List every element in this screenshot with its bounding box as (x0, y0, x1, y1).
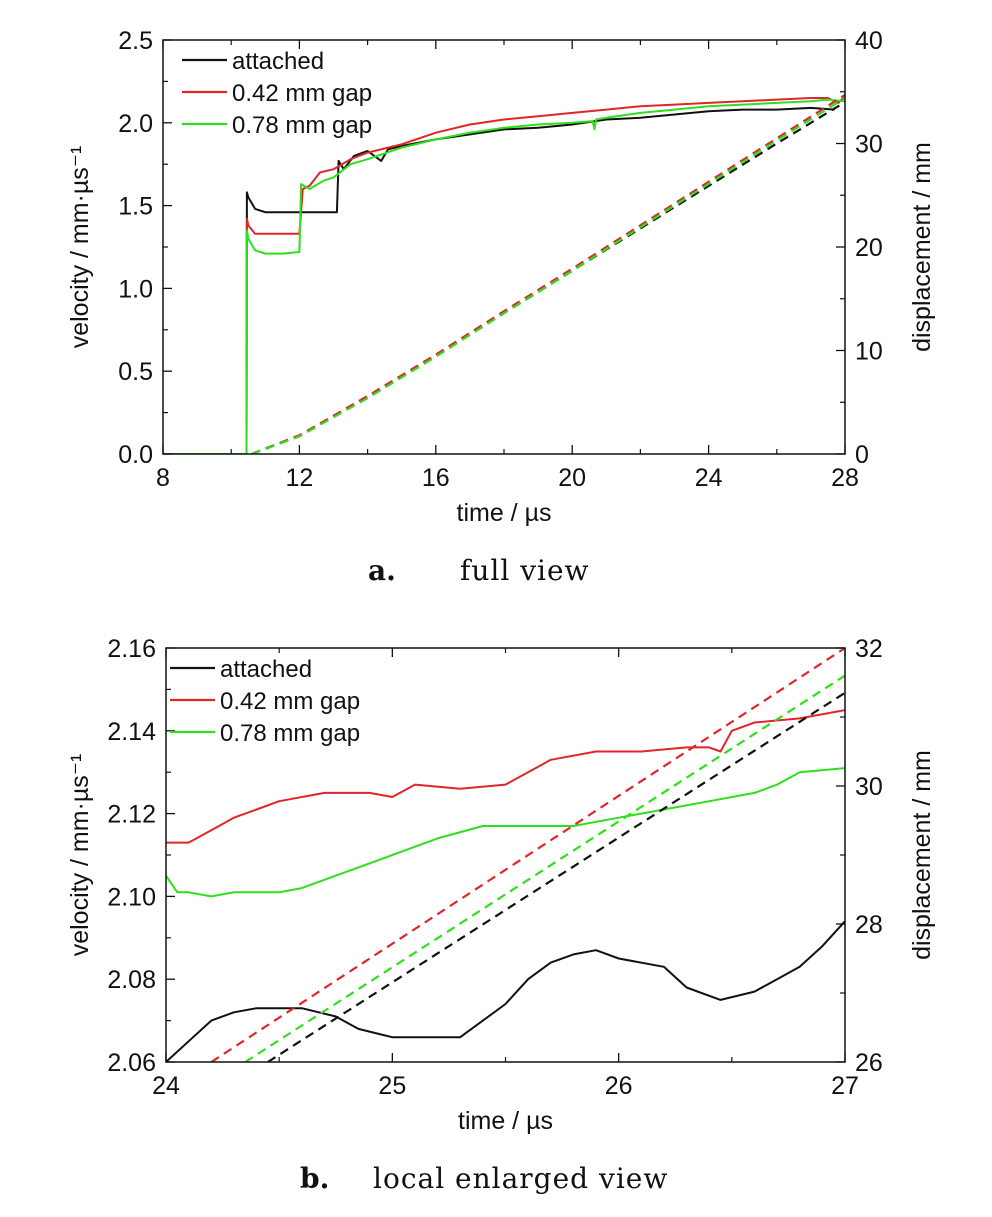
legend-label: 0.78 mm gap (220, 720, 360, 747)
series-line-attached-displacement (267, 691, 845, 1062)
series-line-0-42-mm-gap-velocity (163, 95, 845, 454)
panel-1-series-group (166, 648, 845, 1062)
y2-tick-label: 30 (855, 131, 883, 159)
x-tick-label: 25 (378, 1072, 406, 1100)
panel-a-caption-letter: a. (368, 554, 396, 587)
series-line-0-78-mm-gap-velocity (166, 767, 845, 898)
y-tick-label: 2.08 (107, 966, 156, 994)
series-line-0-78-mm-gap-velocity (163, 98, 845, 454)
y2-tick-label: 40 (855, 27, 883, 55)
panel-0-series-group (163, 93, 845, 454)
y2-tick-label: 28 (855, 911, 883, 939)
y-tick-label: 1.5 (118, 193, 153, 221)
y-tick-label: 2.14 (107, 718, 156, 746)
y-tick-label: 2.12 (107, 801, 156, 829)
x-tick-label: 28 (831, 464, 859, 492)
x-tick-label: 16 (422, 464, 450, 492)
series-line-0-42-mm-gap-velocity (166, 709, 845, 844)
series-line-0-42-mm-gap-displacement (251, 93, 845, 454)
y-tick-label: 0.0 (118, 441, 153, 469)
panel-b-caption-letter: b. (300, 1162, 329, 1195)
panel-a-plot: 8 12 16 20 24 28 0.0 0.5 1.0 1.5 2.0 2.5 0 10 20 30 40 ti… (66, 27, 936, 527)
y-tick-label: 2.16 (107, 635, 156, 663)
legend-label: 0.78 mm gap (232, 112, 372, 139)
y-tick-label: 2.0 (118, 110, 153, 138)
panel-a: 8 12 16 20 24 28 0.0 0.5 1.0 1.5 2.0 2.5 0 10 20 30 40 ti… (66, 27, 936, 587)
y2-axis-label: displacement / mm (908, 750, 936, 960)
panel-b: 24 25 26 272.062.082.102.122.142.1626283032… (66, 635, 936, 1195)
y-axis-label: velocity / mm·µs⁻¹ (66, 146, 94, 349)
y2-tick-label: 32 (855, 635, 883, 663)
x-tick-label: 12 (285, 464, 313, 492)
y2-tick-label: 30 (855, 773, 883, 801)
series-line-0-42-mm-gap-displacement (210, 648, 845, 1062)
legend-label: attached (220, 656, 312, 683)
legend: attached 0.42 mm gap 0.78 mm gap (170, 656, 360, 747)
x-tick-label: 24 (152, 1072, 180, 1100)
legend-label: attached (232, 48, 324, 75)
legend-label: 0.42 mm gap (232, 80, 372, 107)
series-line-0-78-mm-gap-displacement (251, 97, 845, 454)
y2-axis-label: displacement / mm (908, 142, 936, 352)
y-tick-label: 0.5 (118, 358, 153, 386)
panel-b-caption-text: local enlarged view (373, 1162, 668, 1195)
y-tick-label: 2.06 (107, 1049, 156, 1077)
x-axis-label: time / µs (457, 499, 552, 527)
y-tick-label: 2.10 (107, 883, 156, 911)
x-tick-label: 24 (695, 464, 723, 492)
x-axis-label: time / µs (458, 1107, 553, 1135)
legend: attached 0.42 mm gap 0.78 mm gap (182, 48, 372, 139)
x-tick-label: 8 (156, 464, 170, 492)
panel-a-caption-text: full view (460, 554, 590, 587)
x-tick-label: 20 (558, 464, 586, 492)
series-line-attached-velocity (163, 106, 835, 454)
legend-label: 0.42 mm gap (220, 688, 360, 715)
y2-tick-label: 10 (855, 338, 883, 366)
y-tick-label: 1.0 (118, 275, 153, 303)
y2-tick-label: 20 (855, 234, 883, 262)
y-axis-label: velocity / mm·µs⁻¹ (66, 754, 94, 957)
y2-tick-label: 0 (855, 441, 869, 469)
y2-tick-label: 26 (855, 1049, 883, 1077)
x-tick-label: 26 (605, 1072, 633, 1100)
x-tick-label: 27 (831, 1072, 859, 1100)
series-line-attached-velocity (166, 920, 845, 1062)
panel-b-plot: 24 25 26 272.062.082.102.122.142.1626283032… (66, 635, 936, 1135)
y-tick-label: 2.5 (118, 27, 153, 55)
